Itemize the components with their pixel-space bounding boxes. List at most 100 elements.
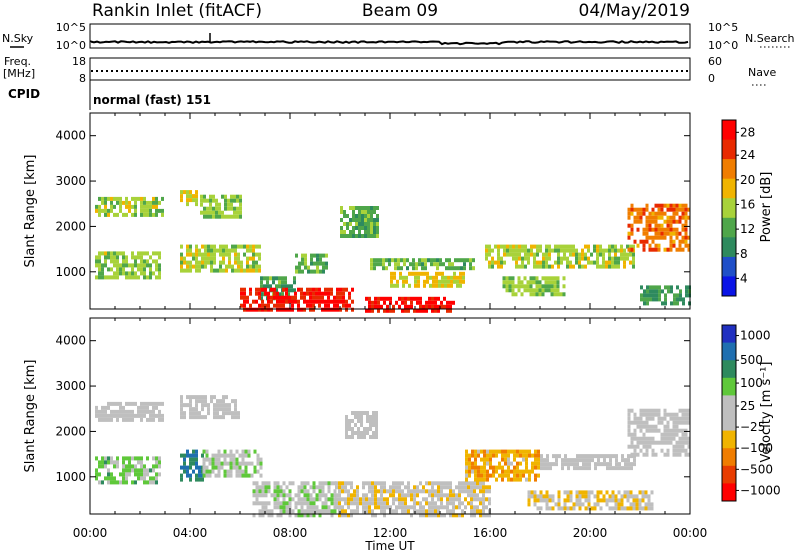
velocity-cell-r6 bbox=[383, 501, 386, 506]
power-cell-r11 bbox=[463, 262, 466, 267]
power-cell-r8 bbox=[252, 307, 255, 312]
power-cell-r11 bbox=[394, 266, 397, 271]
velocity-cell-r5 bbox=[267, 489, 271, 494]
velocity-cell-r2 bbox=[104, 476, 107, 481]
power-cell-r13 bbox=[508, 288, 512, 293]
power-cell-r4 bbox=[228, 248, 231, 253]
velocity-cell-r6 bbox=[488, 513, 491, 518]
power-cell-r15 bbox=[682, 301, 685, 306]
power-cell-r10 bbox=[459, 275, 462, 280]
power-cell-r14 bbox=[660, 211, 664, 216]
velocity-cell-r5 bbox=[312, 509, 316, 514]
power-cell-r14 bbox=[636, 211, 640, 216]
power-cell-r4 bbox=[237, 244, 240, 249]
power-cell-r6 bbox=[322, 265, 325, 270]
velocity-cell-r11 bbox=[645, 452, 649, 457]
power-cell-r4 bbox=[234, 244, 237, 249]
power-cell-r12 bbox=[566, 256, 569, 261]
velocity-cell-r8 bbox=[519, 449, 522, 454]
power-cell-r6 bbox=[319, 257, 322, 262]
power-cell-r9 bbox=[437, 304, 440, 309]
velocity-cell-r11 bbox=[630, 420, 634, 425]
power-cell-r4 bbox=[252, 268, 255, 273]
velocity-cell-r5 bbox=[324, 509, 328, 514]
power-cell-r12 bbox=[515, 256, 518, 261]
velocity-cell-r8 bbox=[474, 453, 477, 458]
velocity-cell-r8 bbox=[471, 469, 474, 474]
power-cell-r8 bbox=[345, 303, 348, 308]
velocity-cell-r8 bbox=[507, 477, 510, 482]
power-cell-r13 bbox=[556, 292, 560, 297]
velocity-cell-r3 bbox=[195, 477, 198, 482]
velocity-cell-r4 bbox=[235, 461, 239, 466]
power-cell-r4 bbox=[180, 244, 183, 249]
power-cell-r4 bbox=[198, 248, 201, 253]
power-cell-r4 bbox=[240, 244, 243, 249]
velocity-cell-r0 bbox=[119, 405, 122, 410]
power-cell-r14 bbox=[654, 231, 658, 236]
velocity-cell-r4 bbox=[217, 449, 221, 454]
power-cell-r0 bbox=[152, 200, 155, 205]
velocity-cell-r5 bbox=[288, 481, 292, 486]
velocity-cell-r8 bbox=[486, 449, 489, 454]
power-cell-r8 bbox=[324, 307, 327, 312]
velocity-cell-r6 bbox=[464, 481, 467, 486]
velocity-cell-r11 bbox=[636, 420, 640, 425]
velocity-cell-r0 bbox=[128, 401, 131, 406]
power-cell-r15 bbox=[670, 289, 673, 294]
velocity-cell-r10 bbox=[554, 502, 558, 507]
velocity-cell-r5 bbox=[327, 481, 331, 486]
power-cell-r9 bbox=[425, 304, 428, 309]
velocity-cell-r2 bbox=[125, 476, 128, 481]
velocity-cell-r2 bbox=[110, 456, 113, 461]
power-cell-r0 bbox=[146, 212, 149, 217]
freq-unit: [MHz] bbox=[3, 67, 35, 80]
velocity-cell-r5 bbox=[288, 497, 292, 502]
power-cell-r12 bbox=[497, 244, 500, 249]
velocity-cell-r5 bbox=[282, 505, 286, 510]
velocity-cell-r6 bbox=[350, 497, 353, 502]
power-cell-r0 bbox=[128, 208, 131, 213]
power-cell-r14 bbox=[627, 231, 631, 236]
power-cell-r5 bbox=[293, 280, 296, 285]
power-cell-r4 bbox=[237, 264, 240, 269]
velocity-cell-r0 bbox=[149, 417, 152, 422]
power-cell-r12 bbox=[539, 244, 542, 249]
velocity-cell-r2 bbox=[128, 456, 131, 461]
velocity-cell-r3 bbox=[183, 465, 186, 470]
velocity-cell-r8 bbox=[525, 477, 528, 482]
power-cell-r14 bbox=[630, 247, 634, 252]
power-cell-r11 bbox=[400, 266, 403, 271]
power-cell-r11 bbox=[388, 258, 391, 263]
power-cell-r12 bbox=[578, 260, 581, 265]
velocity-cell-r4 bbox=[229, 461, 233, 466]
power-cell-r4 bbox=[228, 256, 231, 261]
power-cell-r8 bbox=[294, 291, 297, 296]
velocity-cell-r6 bbox=[485, 513, 488, 518]
velocity-cell-r6 bbox=[431, 489, 434, 494]
velocity-cell-r8 bbox=[489, 461, 492, 466]
velocity-cell-r2 bbox=[140, 464, 143, 469]
power-cell-r0 bbox=[155, 196, 158, 201]
power-cell-r12 bbox=[554, 260, 557, 265]
power-cell-r12 bbox=[617, 264, 620, 269]
velocity-cell-r11 bbox=[636, 440, 640, 445]
power-cell-r3 bbox=[125, 263, 128, 268]
power-cell-r12 bbox=[518, 248, 521, 253]
power-cell-r8 bbox=[303, 295, 306, 300]
velocity-cell-r2 bbox=[140, 476, 143, 481]
velocity-cell-r6 bbox=[449, 481, 452, 486]
velocity-cell-r7 bbox=[369, 419, 372, 423]
power-cell-r3 bbox=[155, 275, 158, 280]
velocity-cell-r2 bbox=[125, 456, 128, 461]
power-cell-r12 bbox=[494, 244, 497, 249]
velocity-cell-r11 bbox=[645, 416, 649, 421]
power-cell-r8 bbox=[315, 287, 318, 292]
velocity-colorbar-swatch bbox=[722, 325, 736, 344]
velocity-cell-r7 bbox=[363, 411, 366, 415]
power-cell-r15 bbox=[664, 293, 667, 298]
velocity-cell-r1 bbox=[180, 407, 183, 412]
power-cell-r10 bbox=[429, 283, 432, 288]
velocity-cell-r9 bbox=[546, 454, 549, 459]
power-cell-r7 bbox=[352, 234, 355, 238]
